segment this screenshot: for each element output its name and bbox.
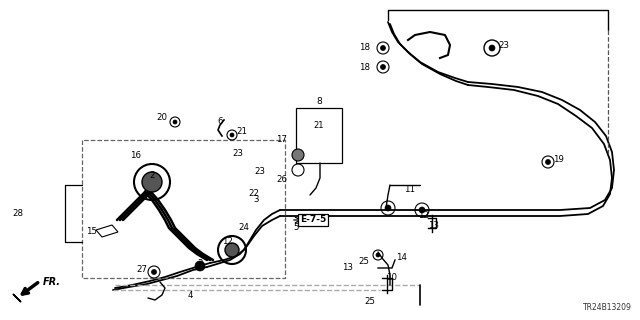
Text: 20: 20 [157,114,168,123]
Text: 3: 3 [197,260,203,268]
Circle shape [545,159,550,164]
Text: 27: 27 [136,266,147,275]
Text: 14: 14 [397,253,408,262]
Text: 3: 3 [253,196,259,204]
Circle shape [489,45,495,51]
Circle shape [385,205,391,211]
Text: 13: 13 [429,221,440,230]
Text: 19: 19 [552,156,563,164]
Text: 12: 12 [419,211,429,220]
Circle shape [142,172,162,192]
Text: 13: 13 [342,263,353,273]
Circle shape [376,253,380,257]
Text: 18: 18 [360,62,371,71]
Circle shape [225,243,239,257]
Bar [296,108,342,163]
Text: 10: 10 [387,274,397,283]
Text: 23: 23 [232,149,243,158]
Text: 12: 12 [223,237,234,246]
Text: 25: 25 [358,258,369,267]
Circle shape [152,269,157,275]
Text: 18: 18 [360,44,371,52]
Text: 11: 11 [404,186,415,195]
Text: 8: 8 [316,97,322,106]
Circle shape [292,149,304,161]
Text: 21: 21 [314,121,324,130]
Text: 28: 28 [13,209,24,218]
Circle shape [419,207,425,213]
Text: 17: 17 [276,135,287,145]
Text: 26: 26 [276,175,287,185]
Text: TR24B13209: TR24B13209 [583,303,632,312]
Text: 2: 2 [149,171,155,180]
Text: 16: 16 [131,150,141,159]
Text: 23: 23 [499,42,509,51]
Text: 23: 23 [255,167,266,177]
Circle shape [381,45,385,51]
Text: FR.: FR. [43,277,61,287]
Text: 21: 21 [237,127,248,137]
Circle shape [381,65,385,69]
Circle shape [173,120,177,124]
Text: 4: 4 [188,292,193,300]
Text: 15: 15 [86,228,97,236]
Text: E-7-5: E-7-5 [300,215,326,225]
Circle shape [195,261,205,271]
Text: 5: 5 [293,223,299,233]
Polygon shape [13,294,21,302]
Text: 25: 25 [365,298,376,307]
Text: 6: 6 [217,117,223,126]
Text: 22: 22 [248,188,259,197]
Circle shape [230,133,234,137]
Text: 24: 24 [239,223,250,233]
